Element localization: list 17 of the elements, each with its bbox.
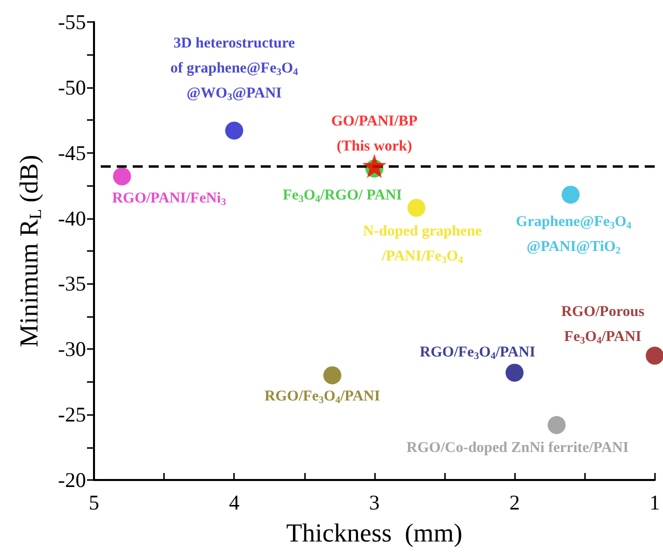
y-tick-label: -50	[58, 75, 86, 100]
x-tick-label: 5	[88, 490, 100, 514]
x-tick-label: 1	[650, 490, 660, 514]
x-axis-title: Thickness (mm)	[286, 518, 462, 548]
x-tick-label: 4	[228, 490, 240, 514]
y-tick-label: -45	[58, 140, 86, 165]
y-tick-label: -30	[58, 337, 86, 362]
y-tick-label: -25	[58, 402, 86, 427]
series-label: GO/PANI/BP (This work)	[331, 113, 418, 154]
y-tick-label: -20	[58, 468, 86, 492]
text: RGO/Co-doped ZnNi ferrite/PANI	[406, 440, 629, 456]
x-tick-label: 2	[509, 490, 520, 514]
y-tick-label: -55	[58, 10, 86, 34]
x-tick-label: 3	[369, 490, 380, 514]
y-tick-label: -40	[58, 206, 86, 230]
y-tick-label: -35	[58, 272, 86, 296]
y-axis-title: Minimum RL (dB)	[14, 154, 45, 348]
